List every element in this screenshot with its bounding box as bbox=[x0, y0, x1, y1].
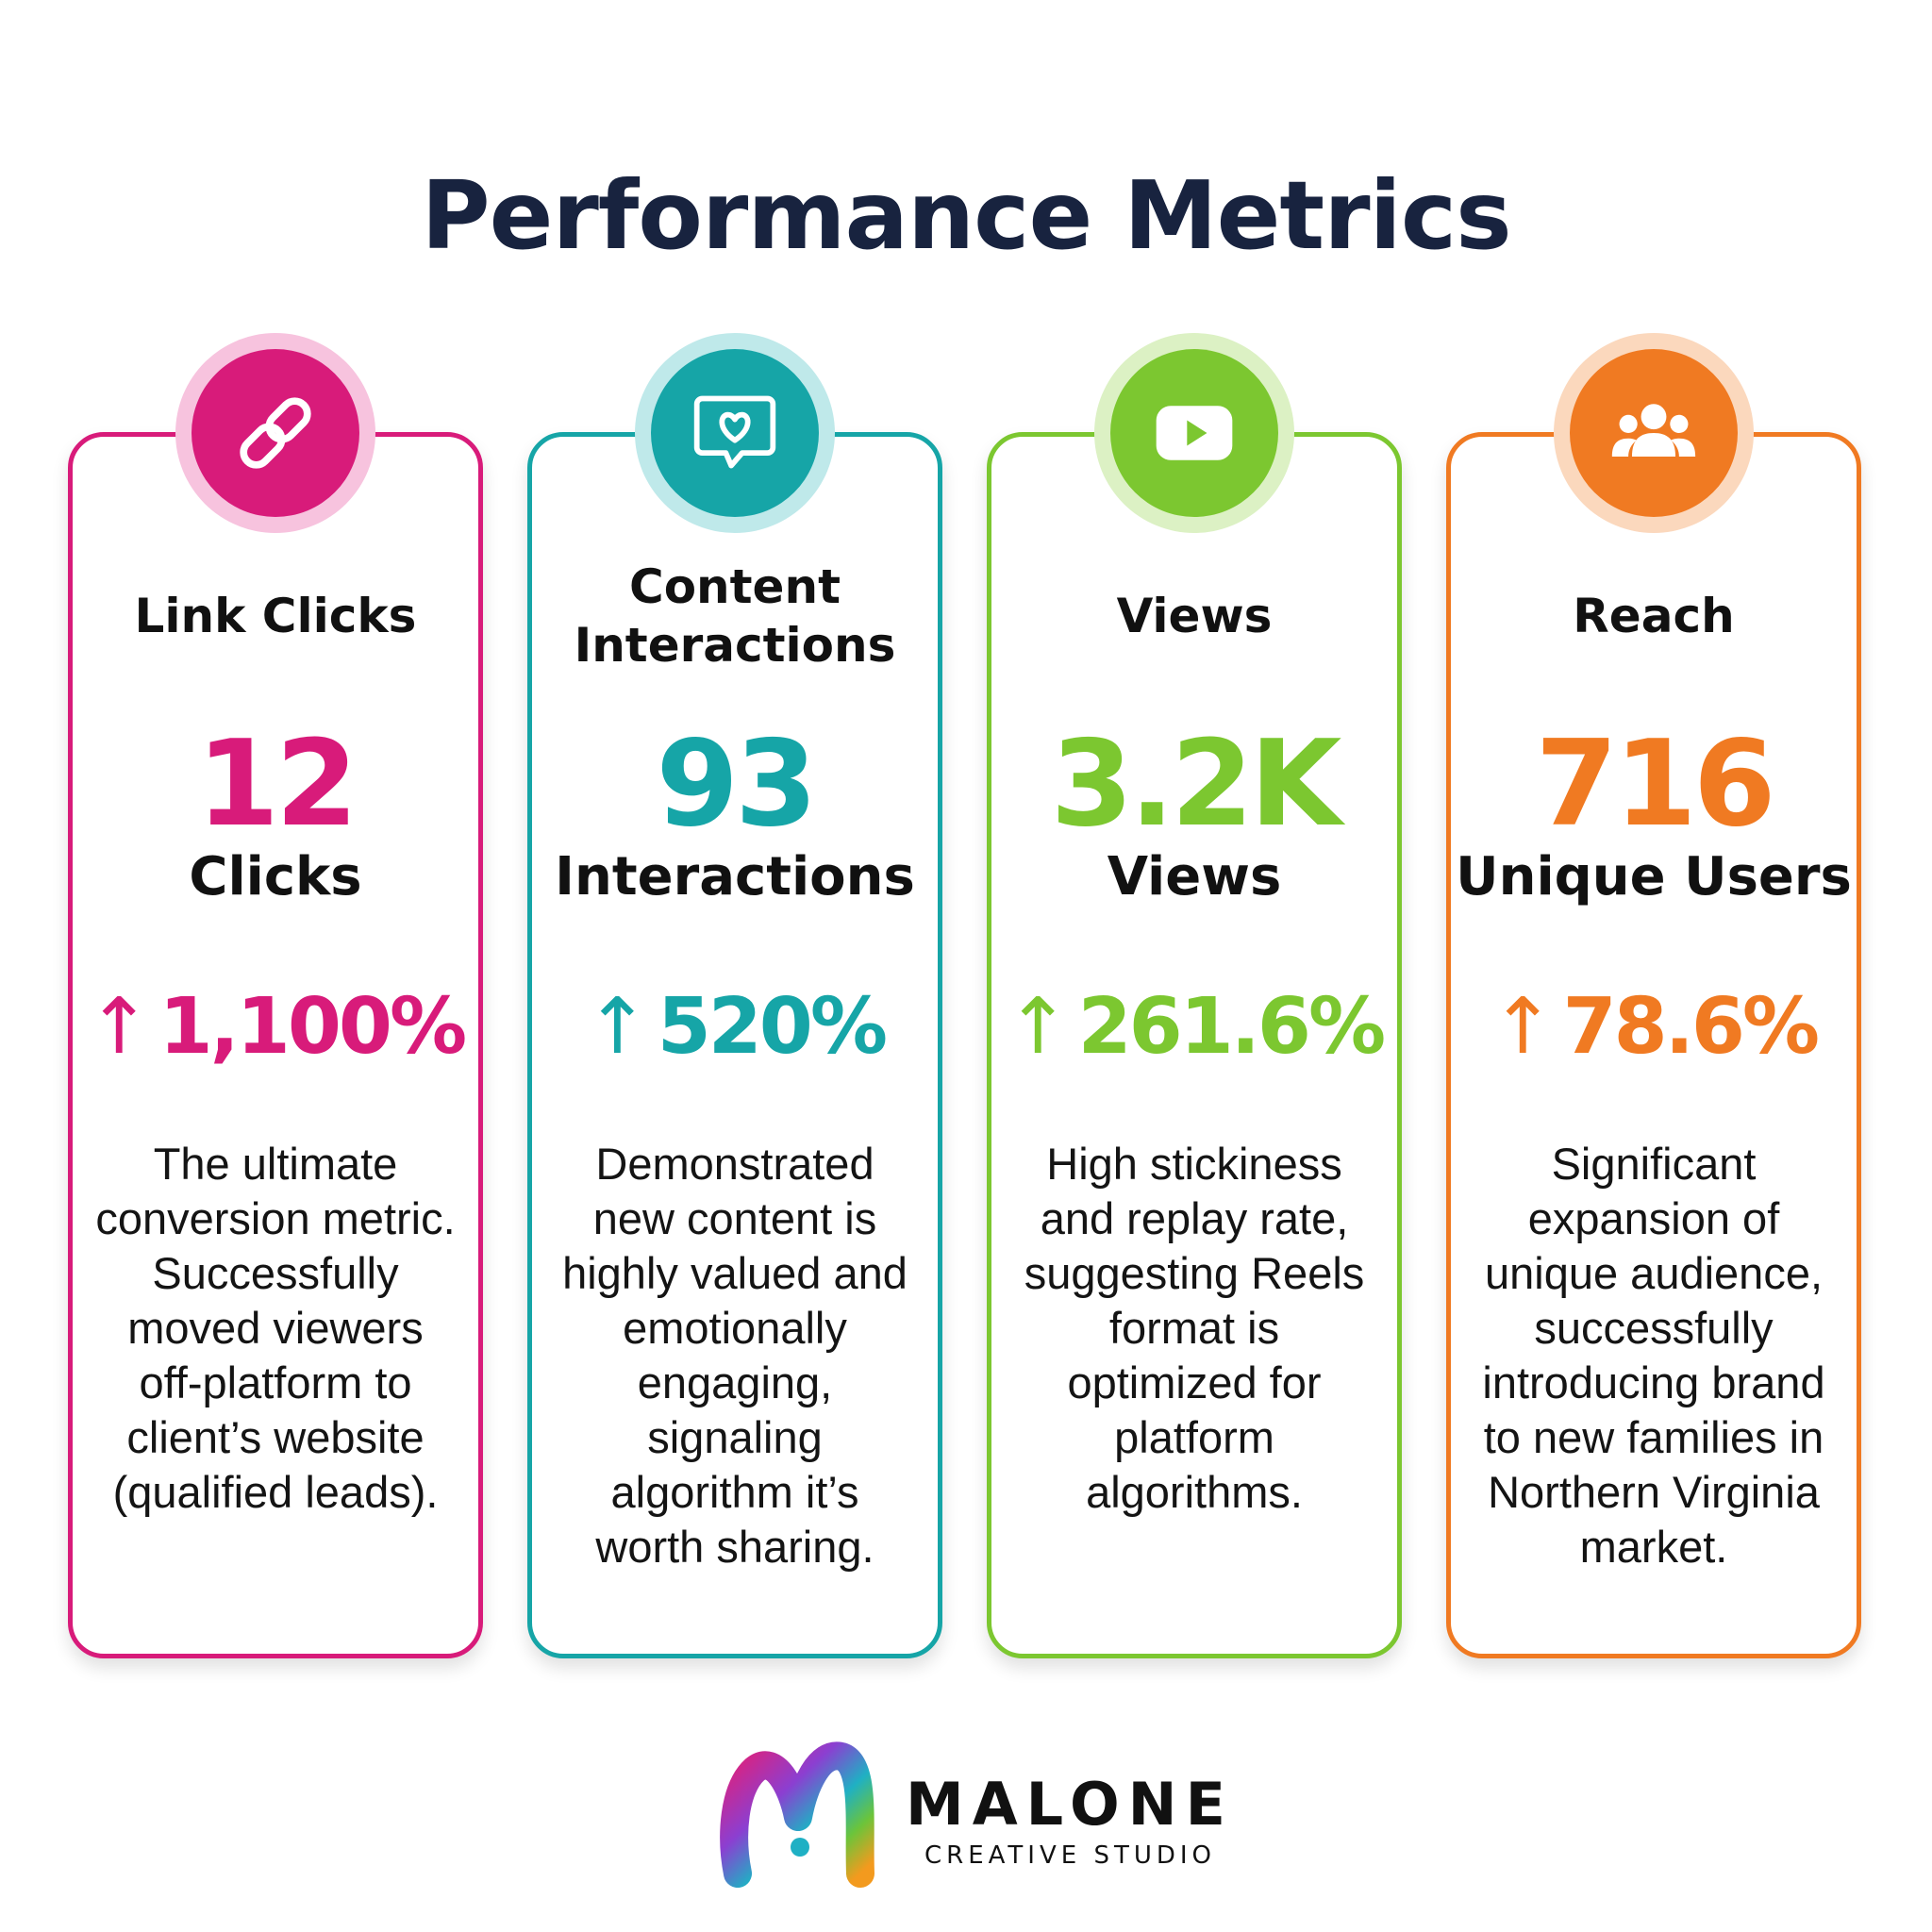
metric-description: High stickiness and replay rate, suggest… bbox=[1024, 1139, 1365, 1517]
icon-halo bbox=[1094, 333, 1294, 533]
metric-card-content-interactions: Content Interactions 93 Interactions ↑52… bbox=[527, 333, 942, 1658]
up-arrow-icon: ↑ bbox=[584, 982, 650, 1072]
metric-value: 716 bbox=[1535, 714, 1775, 853]
brand-subtitle: CREATIVE STUDIO bbox=[924, 1841, 1217, 1870]
metric-card-reach: Reach 716 Unique Users ↑78.6% Significan… bbox=[1446, 333, 1861, 1658]
metric-label: Reach bbox=[1573, 589, 1735, 643]
page-title: Performance Metrics bbox=[421, 160, 1511, 271]
metric-description: The ultimate conversion metric. Successf… bbox=[95, 1139, 456, 1517]
metric-change: ↑520% bbox=[532, 980, 938, 1074]
up-arrow-icon: ↑ bbox=[1490, 982, 1556, 1072]
play-icon bbox=[1156, 406, 1233, 460]
metric-label: Content Interactions bbox=[574, 559, 896, 673]
change-value: 1,100% bbox=[158, 982, 468, 1072]
metric-change: ↑261.6% bbox=[991, 980, 1397, 1074]
metric-unit: Interactions bbox=[555, 846, 915, 908]
metric-card-views: Views 3.2K Views ↑261.6% High stickiness… bbox=[987, 333, 1402, 1658]
metric-label: Link Clicks bbox=[134, 589, 417, 643]
icon-halo bbox=[1554, 333, 1754, 533]
icon-halo bbox=[635, 333, 835, 533]
change-value: 261.6% bbox=[1077, 982, 1387, 1072]
metric-description: Significant expansion of unique audience… bbox=[1482, 1139, 1825, 1572]
change-value: 78.6% bbox=[1562, 982, 1820, 1072]
link-icon bbox=[240, 397, 311, 469]
metric-value: 93 bbox=[656, 714, 817, 853]
metric-unit: Clicks bbox=[189, 846, 362, 908]
metric-unit: Views bbox=[1107, 846, 1282, 908]
up-arrow-icon: ↑ bbox=[86, 982, 152, 1072]
metric-change: ↑78.6% bbox=[1451, 980, 1857, 1074]
metric-unit: Unique Users bbox=[1456, 846, 1852, 908]
metric-value: 12 bbox=[196, 714, 358, 853]
brand-mark-icon bbox=[720, 1741, 874, 1888]
metric-change: ↑1,100% bbox=[73, 980, 478, 1074]
heart-chat-icon bbox=[693, 395, 776, 469]
metric-label: Views bbox=[1116, 589, 1273, 643]
change-value: 520% bbox=[657, 982, 888, 1072]
users-icon bbox=[1611, 404, 1696, 457]
metric-value: 3.2K bbox=[1050, 714, 1342, 853]
icon-halo bbox=[175, 333, 375, 533]
up-arrow-icon: ↑ bbox=[1005, 982, 1071, 1072]
brand-name: MALONE bbox=[906, 1770, 1234, 1839]
brand-logo: MALONE CREATIVE STUDIO bbox=[717, 1732, 1226, 1892]
metric-card-link-clicks: Link Clicks 12 Clicks ↑1,100% The ultima… bbox=[68, 333, 483, 1658]
metric-description: Demonstrated new content is highly value… bbox=[562, 1139, 908, 1572]
